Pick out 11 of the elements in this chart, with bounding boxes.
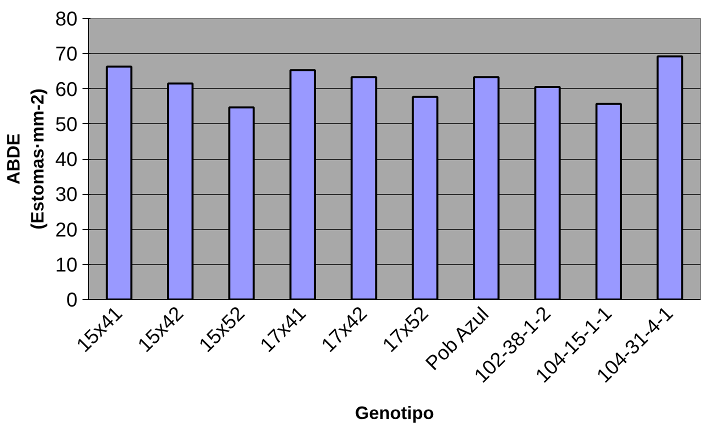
y-tick-label: 70 xyxy=(55,44,78,66)
y-tick-label: 50 xyxy=(55,114,78,136)
y-tick-label: 30 xyxy=(55,184,78,206)
y-tick-label: 20 xyxy=(55,219,78,242)
y-axis-title: ABDE (Estomas·mm-2) xyxy=(3,88,48,230)
y-tick-label: 60 xyxy=(55,78,78,101)
y-tick-label: 80 xyxy=(55,8,78,30)
y-tick-label: 10 xyxy=(55,254,78,276)
y-tick-label: 40 xyxy=(55,149,78,171)
x-axis-title: Genotipo xyxy=(355,403,434,424)
y-tick-label: 0 xyxy=(66,290,78,312)
